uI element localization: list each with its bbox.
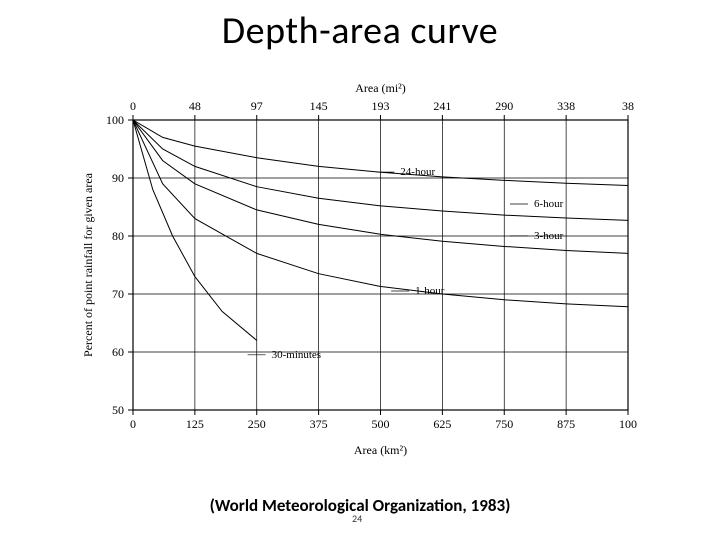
svg-text:0: 0: [130, 417, 136, 431]
page-number: 24: [352, 512, 362, 525]
svg-text:875: 875: [557, 417, 575, 431]
slide-title: Depth-area curve: [0, 8, 720, 54]
svg-text:Area (mi²): Area (mi²): [355, 81, 406, 95]
svg-text:50: 50: [112, 403, 124, 417]
svg-text:3-hour: 3-hour: [534, 230, 564, 242]
svg-text:60: 60: [112, 345, 124, 359]
svg-text:70: 70: [112, 287, 124, 301]
svg-text:241: 241: [433, 99, 451, 113]
svg-text:6-hour: 6-hour: [534, 198, 564, 210]
svg-text:1-hour: 1-hour: [415, 285, 445, 297]
svg-text:500: 500: [372, 417, 390, 431]
svg-text:290: 290: [495, 99, 513, 113]
svg-text:90: 90: [112, 171, 124, 185]
svg-text:97: 97: [251, 99, 263, 113]
svg-text:250: 250: [248, 417, 266, 431]
svg-text:0: 0: [130, 99, 136, 113]
svg-text:145: 145: [310, 99, 328, 113]
depth-area-chart: 0125250375500625750875100048971451932412…: [78, 80, 643, 460]
svg-text:125: 125: [186, 417, 204, 431]
svg-text:Percent of point rainfall for: Percent of point rainfall for given area: [81, 172, 95, 357]
svg-text:Area (km²): Area (km²): [354, 443, 407, 457]
svg-text:338: 338: [557, 99, 575, 113]
svg-text:100: 100: [619, 417, 637, 431]
svg-text:80: 80: [112, 229, 124, 243]
svg-text:625: 625: [433, 417, 451, 431]
svg-text:48: 48: [189, 99, 201, 113]
svg-text:100: 100: [106, 113, 124, 127]
svg-text:24-hour: 24-hour: [400, 166, 435, 178]
svg-text:38: 38: [622, 99, 634, 113]
svg-text:30-minutes: 30-minutes: [272, 349, 322, 361]
svg-text:375: 375: [310, 417, 328, 431]
svg-text:193: 193: [372, 99, 390, 113]
svg-text:750: 750: [495, 417, 513, 431]
